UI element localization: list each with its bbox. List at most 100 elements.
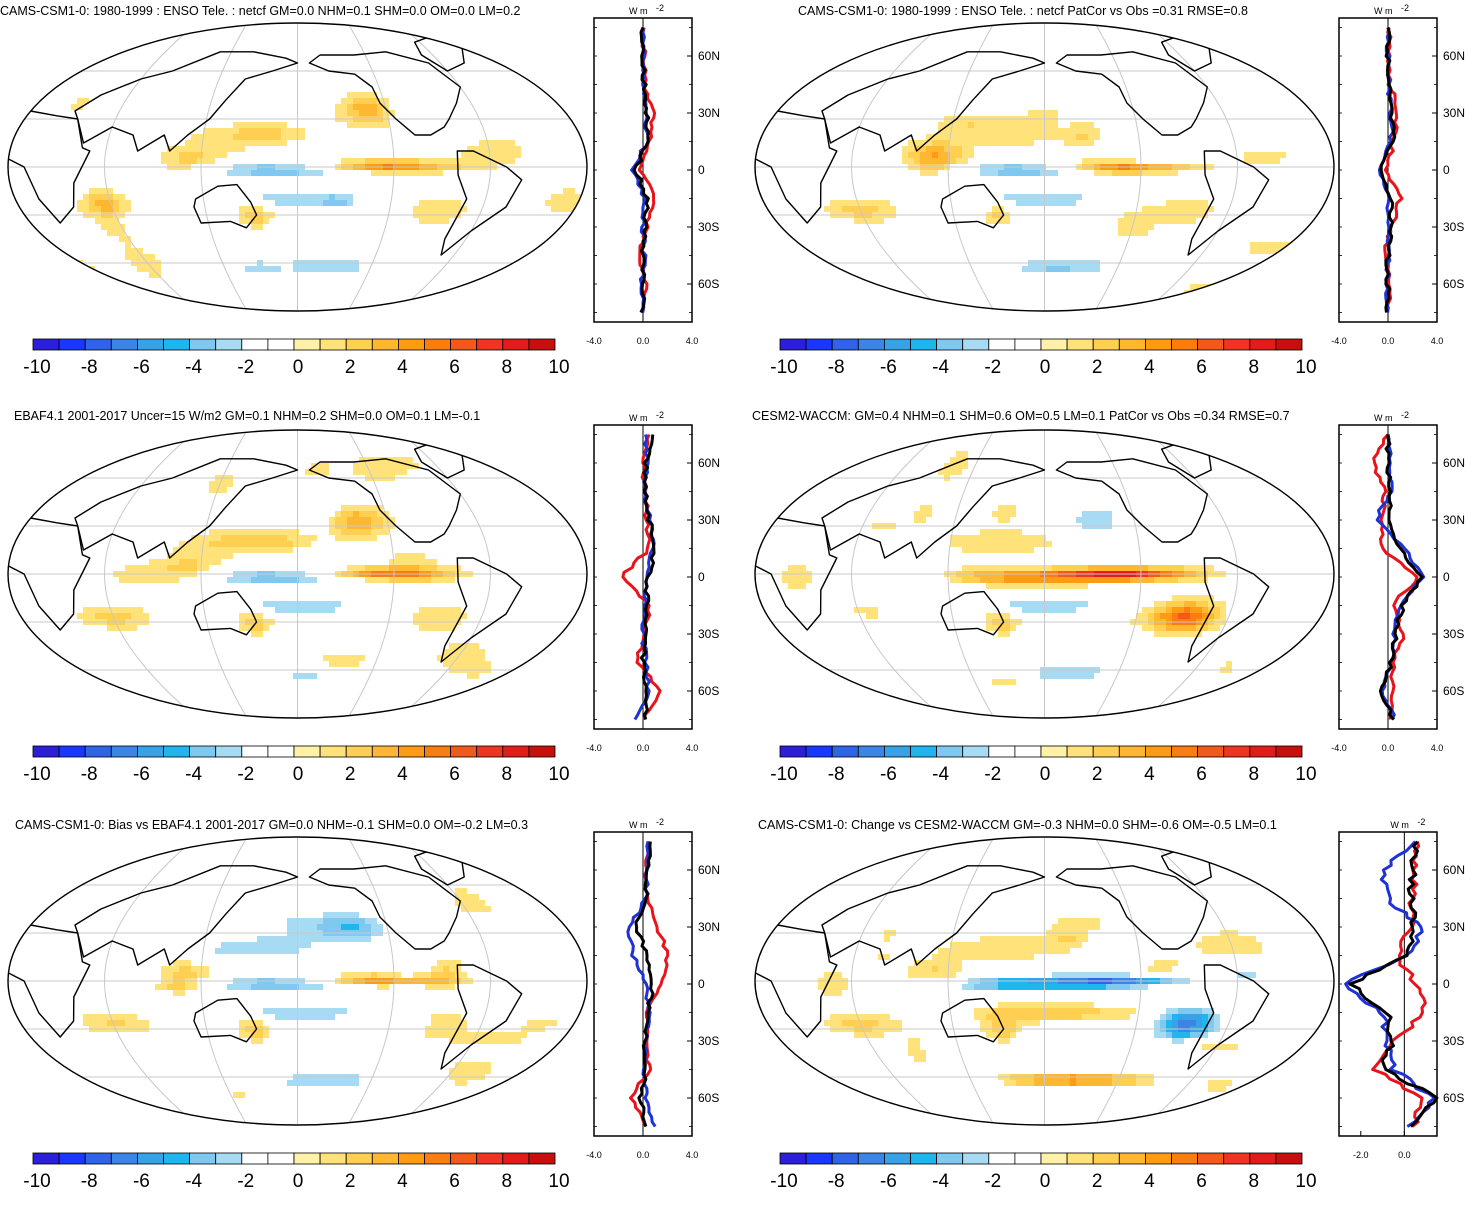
coastline — [1055, 458, 1208, 543]
colorbar-swatch — [1118, 338, 1146, 351]
colorbar-label: 2 — [1092, 357, 1103, 378]
colorbar-label: -4 — [932, 357, 949, 378]
profile-xtick: 4.0 — [686, 743, 699, 753]
colorbar-swatch — [857, 1152, 885, 1165]
coastline — [308, 865, 461, 950]
profile-units-sup: -2 — [1401, 3, 1409, 13]
colorbar-swatch — [137, 338, 164, 351]
lat-label: 60N — [1443, 863, 1465, 877]
colorbar-swatch — [58, 1152, 86, 1165]
coastline — [8, 517, 91, 631]
profile-xtick: 0.0 — [1382, 336, 1395, 346]
colorbar-swatch — [1144, 745, 1172, 758]
panel-title: CESM2-WACCM: GM=0.4 NHM=0.1 SHM=0.6 OM=0… — [752, 409, 1290, 423]
colorbar-swatch — [293, 338, 321, 351]
colorbar-swatch — [424, 1152, 452, 1165]
colorbar-swatch — [805, 745, 833, 758]
lat-label: 30N — [1443, 920, 1465, 934]
colorbar-swatch — [1144, 1152, 1172, 1165]
profile-xtick: -4.0 — [1331, 743, 1347, 753]
colorbar: -10 -8 -6 -4 -2 0 2 4 6 8 10 — [770, 338, 1317, 378]
colorbar-label: -6 — [880, 1171, 897, 1192]
colorbar-swatch — [110, 745, 138, 758]
colorbar-swatch — [1014, 1152, 1042, 1165]
colorbar-label: 6 — [449, 357, 460, 378]
colorbar-swatch — [397, 745, 425, 758]
colorbar-label: -2 — [984, 357, 1001, 378]
colorbar-label: 0 — [293, 357, 304, 378]
colorbar-swatch — [988, 1152, 1016, 1165]
colorbar-swatch — [1171, 1152, 1199, 1165]
profile-xtick: 0.0 — [637, 1150, 650, 1160]
colorbar-swatch — [910, 1152, 938, 1165]
colorbar-swatch — [962, 745, 990, 758]
colorbar-swatch — [528, 338, 556, 351]
colorbar-swatch — [962, 1152, 990, 1165]
colorbar-swatch — [319, 1152, 347, 1165]
colorbar-label: 4 — [1144, 764, 1155, 785]
colorbar: -10 -8 -6 -4 -2 0 2 4 6 8 10 — [23, 745, 570, 785]
colorbar-swatch — [1197, 1152, 1225, 1165]
lat-label: 60S — [1443, 1091, 1464, 1105]
panel-p5: CAMS-CSM1-0: Bias vs EBAF4.1 2001-2017 G… — [0, 814, 733, 1214]
profile-xtick: -2.0 — [1353, 1150, 1369, 1160]
lat-label: 60S — [1443, 277, 1464, 291]
lat-label: 0 — [1443, 163, 1450, 177]
colorbar-label: -2 — [237, 357, 254, 378]
coastline — [74, 865, 299, 966]
colorbar-swatch — [163, 1152, 191, 1165]
colorbar-label: 0 — [1040, 764, 1051, 785]
colorbar-swatch — [241, 1152, 269, 1165]
profile-xtick: 0.0 — [1382, 743, 1395, 753]
colorbar-swatch — [857, 745, 885, 758]
profile-xtick: -4.0 — [1331, 336, 1347, 346]
colorbar: -10 -8 -6 -4 -2 0 2 4 6 8 10 — [23, 1152, 570, 1192]
profile-line-blue — [630, 27, 650, 313]
lat-label: 60N — [1443, 456, 1465, 470]
coastline — [8, 110, 91, 224]
colorbar-label: -4 — [185, 357, 202, 378]
colorbar-swatch — [910, 338, 938, 351]
coastline — [308, 51, 461, 136]
colorbar-swatch — [84, 1152, 112, 1165]
colorbar-swatch — [1118, 1152, 1146, 1165]
coastline — [940, 183, 1005, 229]
colorbar-swatch — [831, 745, 859, 758]
coastline — [1187, 964, 1270, 1070]
colorbar-label: -10 — [770, 1171, 797, 1192]
panel-title: CAMS-CSM1-0: 1980-1999 : ENSO Tele. : ne… — [798, 4, 1248, 18]
panel-p2: CAMS-CSM1-0: 1980-1999 : ENSO Tele. : ne… — [750, 0, 1483, 400]
profile-units-sup: -2 — [656, 410, 664, 420]
colorbar-swatch — [1066, 1152, 1094, 1165]
colorbar-swatch — [32, 745, 60, 758]
lat-label: 60S — [698, 277, 719, 291]
colorbar-label: 2 — [1092, 764, 1103, 785]
colorbar-label: -8 — [828, 1171, 845, 1192]
profile-line-blue — [1344, 840, 1437, 1128]
colorbar-swatch — [345, 1152, 373, 1165]
coastline — [440, 150, 523, 256]
colorbar-swatch — [215, 338, 243, 351]
colorbar-label: -2 — [237, 1171, 254, 1192]
coastline — [193, 183, 258, 229]
colorbar-label: -8 — [81, 764, 98, 785]
colorbar-swatch — [189, 338, 217, 351]
zonal-profile: W m -2 60N 30N 0 30S 60S -4.0 0.0 4.0 — [586, 3, 720, 346]
lat-label: 0 — [698, 570, 705, 584]
colorbar-label: -8 — [81, 1171, 98, 1192]
colorbar-swatch — [84, 338, 112, 351]
zonal-profile: W m -2 60N 30N 0 30S 60S -4.0 0.0 4.0 — [1331, 3, 1465, 346]
panel-title: EBAF4.1 2001-2017 Uncer=15 W/m2 GM=0.1 N… — [14, 409, 481, 423]
colorbar-label: 8 — [1249, 764, 1260, 785]
colorbar-swatch — [110, 338, 138, 351]
coastline — [755, 924, 838, 1038]
colorbar-label: -10 — [23, 1171, 50, 1192]
colorbar-swatch — [805, 1152, 833, 1165]
lat-label: 30N — [1443, 513, 1465, 527]
colorbar-swatch — [267, 1152, 295, 1165]
lat-label: 60S — [698, 1091, 719, 1105]
profile-units-sup: -2 — [656, 817, 664, 827]
colorbar-swatch — [215, 745, 243, 758]
coastline — [821, 458, 1046, 559]
coastline — [193, 590, 258, 636]
